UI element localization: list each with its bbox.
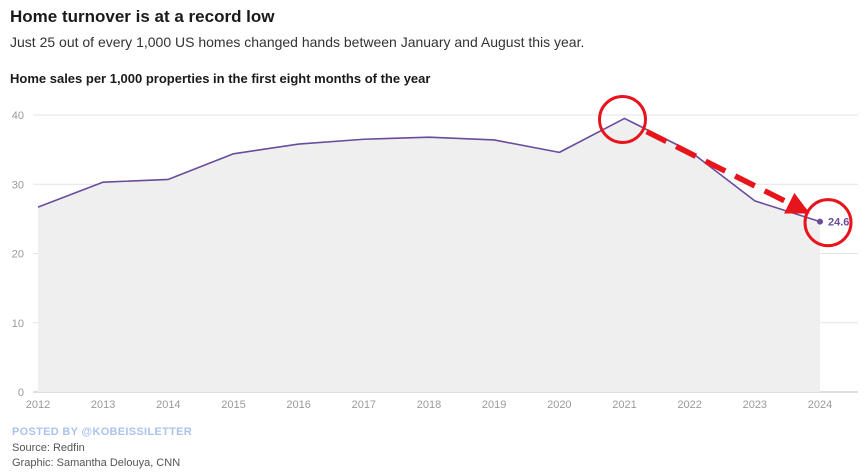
x-tick-label-2020: 2020 xyxy=(547,399,571,411)
x-tick-label-2014: 2014 xyxy=(156,399,180,411)
data-point-2012 xyxy=(36,205,40,209)
x-tick-label-2021: 2021 xyxy=(612,399,636,411)
data-point-2019 xyxy=(492,138,496,142)
annotation-circle-2021 xyxy=(598,94,647,144)
data-point-2013 xyxy=(101,180,105,184)
y-tick-label-20: 20 xyxy=(12,249,24,261)
posted-by-watermark: POSTED BY @KOBEISSILETTER xyxy=(12,426,192,438)
x-tick-label-2022: 2022 xyxy=(677,399,701,411)
x-tick-label-2017: 2017 xyxy=(352,399,376,411)
data-point-2015 xyxy=(232,152,236,156)
x-tick-label-2024: 2024 xyxy=(808,399,832,411)
last-value-label: 24.6 xyxy=(828,217,849,229)
data-point-2018 xyxy=(427,135,431,139)
chart-subtitle: Just 25 out of every 1,000 US homes chan… xyxy=(10,34,585,50)
x-tick-label-2015: 2015 xyxy=(221,399,245,411)
y-tick-label-10: 10 xyxy=(12,318,24,330)
chart-main-title: Home turnover is at a record low xyxy=(10,7,275,26)
data-point-2020 xyxy=(557,150,561,154)
x-tick-label-2012: 2012 xyxy=(26,399,50,411)
x-tick-label-2019: 2019 xyxy=(482,399,506,411)
annotation-dashed-arrow xyxy=(645,129,810,214)
data-point-2021 xyxy=(623,116,627,120)
data-point-2023 xyxy=(753,199,757,203)
annotation-circle-2024 xyxy=(803,198,853,248)
graphic-credit: Graphic: Samantha Delouya, CNN xyxy=(12,457,181,469)
data-point-2014 xyxy=(166,177,170,181)
source-note: Source: Redfin xyxy=(12,442,85,454)
x-tick-label-2016: 2016 xyxy=(286,399,310,411)
x-tick-label-2023: 2023 xyxy=(743,399,767,411)
chart-plot-title: Home sales per 1,000 properties in the f… xyxy=(10,71,431,86)
area-fill xyxy=(38,118,820,393)
y-tick-label-30: 30 xyxy=(12,179,24,191)
x-tick-label-2018: 2018 xyxy=(417,399,441,411)
data-point-2017 xyxy=(362,137,366,141)
data-point-2024 xyxy=(817,218,823,225)
x-tick-label-2013: 2013 xyxy=(91,399,115,411)
y-tick-label-0: 0 xyxy=(18,387,24,399)
data-point-2016 xyxy=(297,142,301,146)
y-tick-label-40: 40 xyxy=(12,110,24,122)
